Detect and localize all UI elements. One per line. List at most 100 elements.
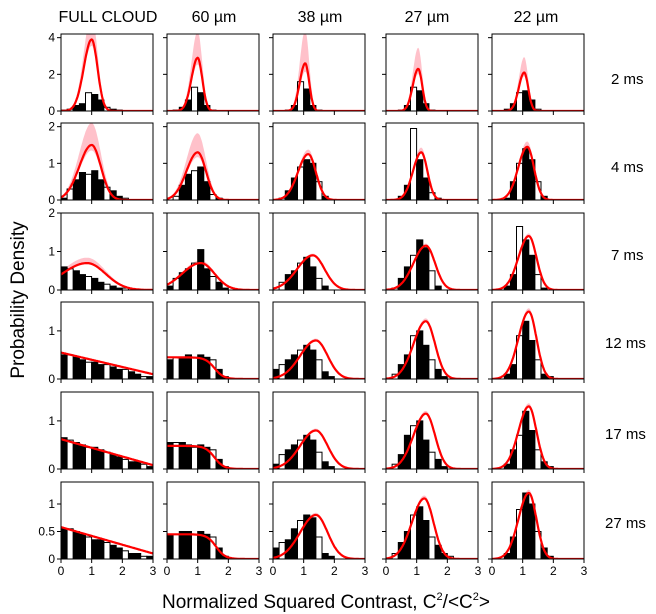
histogram-bar	[66, 354, 74, 379]
histogram-bar	[309, 439, 317, 469]
panel-r1-c4	[488, 122, 585, 204]
model-curve	[386, 67, 478, 111]
histogram-bar	[434, 285, 442, 290]
histogram-bar	[327, 555, 335, 559]
panel-plot-area	[167, 531, 259, 559]
panel-r0-c0: 0 2 4	[48, 31, 154, 118]
histogram-bar	[184, 173, 192, 200]
panel-r2-c4	[488, 212, 585, 294]
panel-frame	[60, 481, 154, 560]
model-curve	[167, 356, 259, 379]
panel-frame	[491, 33, 585, 112]
panel-frame	[491, 391, 585, 470]
panel-frame	[272, 391, 366, 470]
histogram-bar	[61, 354, 68, 379]
model-curve	[61, 262, 153, 290]
model-curve	[167, 444, 259, 469]
histogram-bar	[428, 359, 436, 379]
y-tick-label: 0	[48, 104, 55, 118]
panel-plot-area	[386, 47, 478, 111]
histogram-bar	[85, 92, 93, 111]
panel-plot-area	[273, 34, 365, 111]
panel-plot-area	[61, 123, 153, 200]
y-tick-label: 1	[48, 245, 55, 259]
panel-r3-c0: 01	[48, 301, 154, 386]
histogram-bar	[78, 533, 87, 559]
panel-plot-area	[273, 428, 365, 469]
y-tick-label: 0	[48, 372, 55, 386]
x-axis-label-sup2: 2	[473, 591, 479, 603]
histogram-bar	[121, 287, 129, 290]
panel-r1-c2	[269, 122, 366, 204]
x-tick-label: 3	[581, 564, 588, 578]
histogram-bar	[172, 195, 180, 200]
panel-plot-area	[492, 57, 584, 111]
model-curve	[492, 234, 584, 290]
panel-r0-c2	[269, 33, 366, 115]
histogram-bar	[428, 451, 436, 469]
row-title-4ms: 4 ms	[611, 159, 644, 176]
histogram-bar	[72, 442, 80, 469]
panel-r4-c2	[269, 391, 366, 473]
panel-plot-area	[167, 442, 259, 469]
histogram-bar	[327, 466, 335, 469]
panel-r0-c4	[488, 33, 585, 115]
panel-frame	[166, 122, 260, 201]
panel-r2-c3	[382, 212, 479, 294]
histogram-bar	[167, 533, 174, 559]
histogram-bar	[91, 361, 99, 379]
model-curve	[273, 62, 365, 111]
panel-frame	[166, 391, 260, 470]
panel-frame	[166, 33, 260, 112]
x-tick-label: 0	[489, 564, 496, 578]
panel-r0-c1	[163, 33, 260, 115]
histogram-bar	[172, 356, 180, 379]
histogram-bar	[85, 173, 93, 200]
histogram-bar	[315, 536, 323, 559]
panel-r4-c3	[382, 391, 479, 473]
histogram-bar	[522, 90, 530, 111]
panel-plot-area	[273, 338, 365, 379]
x-tick-label: 2	[550, 564, 557, 578]
model-curve	[386, 244, 478, 290]
y-tick-label: 0	[48, 552, 55, 566]
histogram-bar	[109, 285, 117, 290]
x-axis-label-mid: /<C	[443, 592, 473, 613]
histogram-bar	[109, 544, 117, 559]
histogram-bar	[109, 366, 117, 379]
histogram-bar	[221, 287, 229, 290]
histogram-bar	[191, 356, 199, 379]
histogram-bar	[167, 285, 174, 290]
model-curve	[386, 151, 478, 200]
panel-plot-area	[386, 318, 478, 379]
panel-frame	[385, 301, 479, 380]
histogram-bar	[66, 439, 74, 469]
column-title-27um: 27 µm	[405, 9, 450, 26]
x-tick-label: 0	[383, 564, 390, 578]
panel-r1-c0: 0 1 2	[48, 120, 154, 207]
histogram-bar	[97, 449, 105, 469]
model-band	[167, 133, 259, 200]
histogram-bar	[321, 285, 329, 290]
histogram-bar	[303, 159, 311, 200]
y-tick-label: 2	[48, 67, 55, 81]
histogram-bar	[534, 449, 542, 469]
model-curve	[61, 438, 153, 467]
panel-frame	[272, 33, 366, 112]
panel-plot-area	[492, 141, 584, 200]
histogram-bar	[134, 553, 142, 559]
x-tick-label: 3	[256, 564, 263, 578]
model-band	[61, 123, 153, 200]
histogram-bar	[315, 451, 323, 469]
histogram-bar	[309, 349, 317, 379]
histogram-bar	[97, 179, 105, 200]
histogram-bar	[522, 239, 530, 290]
row-title-17ms: 17 ms	[605, 426, 646, 443]
histogram-bar	[440, 376, 448, 379]
model-curve	[492, 71, 584, 111]
y-tick-label: 0	[48, 283, 55, 297]
histogram-bar	[103, 283, 111, 290]
panel-plot-area	[492, 489, 584, 559]
panel-plot-area	[492, 403, 584, 469]
